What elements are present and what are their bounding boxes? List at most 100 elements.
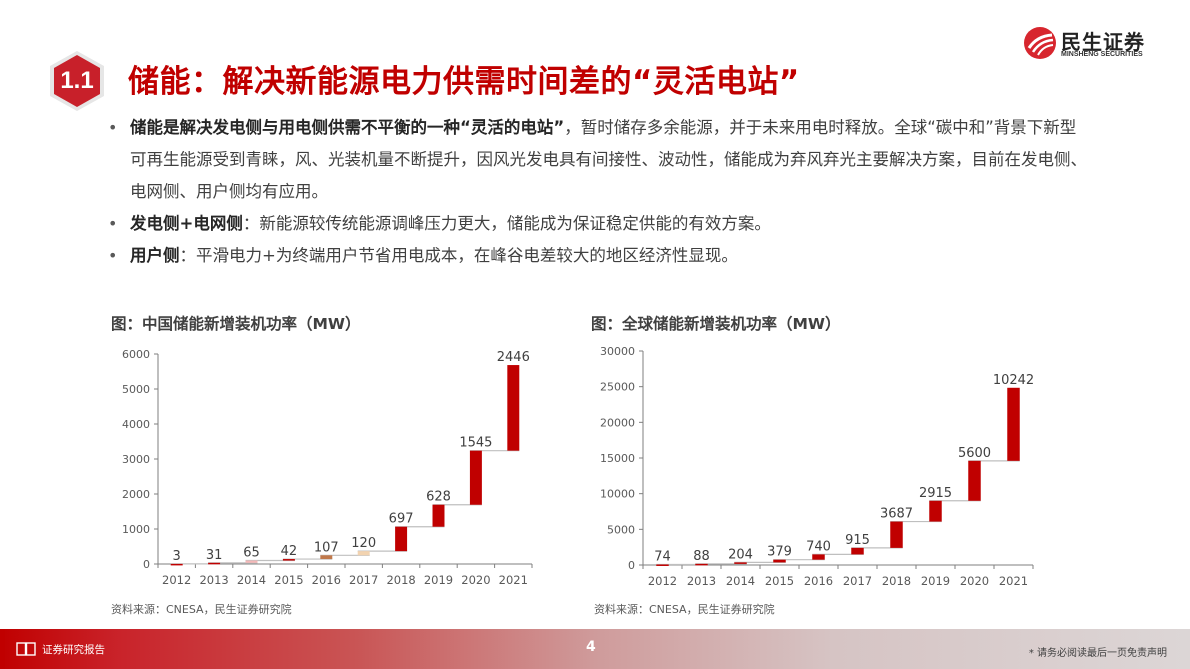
x-tick-label: 2016 bbox=[804, 574, 833, 588]
bullet-dot-icon: • bbox=[108, 118, 118, 137]
y-tick-label: 15000 bbox=[600, 452, 635, 465]
data-label: 120 bbox=[351, 536, 376, 551]
waterfall-bar bbox=[695, 563, 708, 566]
data-label: 2446 bbox=[497, 350, 530, 365]
data-label: 5600 bbox=[958, 446, 991, 461]
x-tick-label: 2019 bbox=[424, 573, 453, 587]
y-tick-label: 3000 bbox=[122, 453, 150, 466]
bullet-item: • 储能是解决发电侧与用电侧供需不平衡的一种“灵活的电站”，暂时储存多余能源，并… bbox=[108, 112, 1088, 208]
data-label: 65 bbox=[243, 546, 260, 561]
y-tick-label: 30000 bbox=[600, 345, 635, 358]
bullet-text: ，暂时储存多余能源，并于未来用电时释放。全球“碳中和”背景下新型可再生能源受到青… bbox=[130, 118, 1087, 201]
footer-bar: 证券研究报告 4 * 请务必阅读最后一页免责声明 bbox=[0, 629, 1190, 669]
y-tick-label: 0 bbox=[628, 559, 635, 572]
bullet-text: ：平滑电力+为终端用户节省用电成本，在峰谷电差较大的地区经济性显现。 bbox=[179, 246, 738, 265]
x-tick-label: 2014 bbox=[237, 573, 266, 587]
y-tick-label: 10000 bbox=[600, 488, 635, 501]
data-label: 2915 bbox=[919, 486, 952, 501]
x-tick-label: 2016 bbox=[312, 573, 341, 587]
data-label: 379 bbox=[767, 545, 792, 560]
waterfall-bar bbox=[208, 562, 221, 565]
waterfall-bar bbox=[507, 365, 520, 451]
bullet-text: ：新能源较传统能源调峰压力更大，储能成为保证稳定供能的有效方案。 bbox=[242, 214, 771, 233]
page-number: 4 bbox=[586, 639, 596, 655]
y-tick-label: 20000 bbox=[600, 416, 635, 429]
x-tick-label: 2017 bbox=[843, 574, 872, 588]
waterfall-bar bbox=[851, 547, 864, 555]
china-chart-title: 图：中国储能新增装机功率（MW） bbox=[111, 315, 361, 333]
waterfall-bar bbox=[656, 564, 669, 566]
page-title: 储能：解决新能源电力供需时间差的“灵活电站” bbox=[128, 64, 800, 100]
data-label: 107 bbox=[314, 540, 339, 555]
china-waterfall-chart: 0 1000 2000 3000 4000 5000 6000 3 2012 31 2013 65 20… bbox=[122, 348, 533, 587]
waterfall-bar bbox=[929, 500, 942, 522]
data-label: 88 bbox=[693, 549, 710, 564]
data-label: 628 bbox=[426, 490, 451, 505]
logo-text-cn: 民生证券 bbox=[1061, 30, 1145, 54]
waterfall-bar bbox=[1007, 387, 1020, 461]
section-badge: 1.1 bbox=[46, 50, 108, 112]
bullet-item: • 用户侧：平滑电力+为终端用户节省用电成本，在峰谷电差较大的地区经济性显现。 bbox=[108, 240, 1088, 272]
x-tick-label: 2012 bbox=[648, 574, 677, 588]
section-number: 1.1 bbox=[60, 67, 94, 94]
bullet-dot-icon: • bbox=[108, 246, 118, 265]
data-label: 915 bbox=[845, 533, 870, 548]
data-label: 1545 bbox=[459, 436, 492, 451]
data-label: 740 bbox=[806, 539, 831, 554]
waterfall-bar bbox=[395, 526, 408, 552]
x-tick-label: 2012 bbox=[162, 573, 191, 587]
y-tick-label: 2000 bbox=[122, 488, 150, 501]
china-chart-source: 资料来源：CNESA，民生证券研究院 bbox=[111, 603, 292, 616]
waterfall-bar bbox=[469, 450, 482, 505]
data-label: 74 bbox=[654, 549, 671, 564]
bullet-dot-icon: • bbox=[108, 214, 118, 233]
x-tick-label: 2015 bbox=[765, 574, 794, 588]
waterfall-bar bbox=[812, 554, 825, 560]
bullet-bold: 发电侧+电网侧 bbox=[130, 214, 243, 233]
x-tick-label: 2017 bbox=[349, 573, 378, 587]
x-tick-label: 2021 bbox=[499, 573, 528, 587]
bullet-item: • 发电侧+电网侧：新能源较传统能源调峰压力更大，储能成为保证稳定供能的有效方案… bbox=[108, 208, 1088, 240]
y-tick-label: 5000 bbox=[607, 523, 635, 536]
x-tick-label: 2019 bbox=[921, 574, 950, 588]
global-chart-title: 图：全球储能新增装机功率（MW） bbox=[591, 315, 841, 333]
x-tick-label: 2020 bbox=[960, 574, 989, 588]
waterfall-bar bbox=[282, 559, 295, 561]
x-tick-label: 2018 bbox=[882, 574, 911, 588]
data-label: 697 bbox=[389, 512, 414, 527]
footer-accent bbox=[0, 629, 5, 669]
global-chart-source: 资料来源：CNESA，民生证券研究院 bbox=[594, 603, 775, 616]
y-tick-label: 1000 bbox=[122, 523, 150, 536]
y-tick-label: 0 bbox=[143, 558, 150, 571]
y-tick-label: 6000 bbox=[122, 348, 150, 361]
data-label: 31 bbox=[206, 548, 223, 563]
waterfall-bar bbox=[320, 555, 333, 560]
x-tick-label: 2013 bbox=[199, 573, 228, 587]
data-label: 3 bbox=[173, 549, 181, 564]
x-tick-label: 2015 bbox=[274, 573, 303, 587]
footer-label: 证券研究报告 bbox=[42, 644, 105, 656]
y-tick-label: 5000 bbox=[122, 383, 150, 396]
x-tick-label: 2014 bbox=[726, 574, 755, 588]
data-label: 3687 bbox=[880, 507, 913, 522]
disclaimer: * 请务必阅读最后一页免责声明 bbox=[1028, 648, 1167, 659]
y-tick-label: 4000 bbox=[122, 418, 150, 431]
waterfall-bar bbox=[170, 563, 183, 566]
x-tick-label: 2018 bbox=[386, 573, 415, 587]
x-tick-label: 2013 bbox=[687, 574, 716, 588]
global-waterfall-chart: 0 5000 10000 15000 20000 25000 30000 74 2012 88 20… bbox=[600, 345, 1034, 588]
bullet-bold: 储能是解决发电侧与用电侧供需不平衡的一种“灵活的电站” bbox=[130, 118, 565, 137]
waterfall-bar bbox=[357, 551, 370, 556]
x-tick-label: 2020 bbox=[461, 573, 490, 587]
data-label: 42 bbox=[281, 544, 298, 559]
waterfall-bar bbox=[968, 460, 981, 501]
x-tick-label: 2021 bbox=[999, 574, 1028, 588]
brand-logo: 民生证券 MINSHENG SECURITIES bbox=[1023, 24, 1153, 64]
data-label: 10242 bbox=[993, 373, 1034, 388]
waterfall-bar bbox=[773, 559, 786, 563]
hexagon-icon bbox=[50, 51, 104, 111]
y-tick-label: 25000 bbox=[600, 381, 635, 394]
waterfall-bar bbox=[890, 521, 903, 548]
minsheng-logo-icon bbox=[1024, 27, 1056, 59]
book-icon bbox=[16, 642, 36, 656]
